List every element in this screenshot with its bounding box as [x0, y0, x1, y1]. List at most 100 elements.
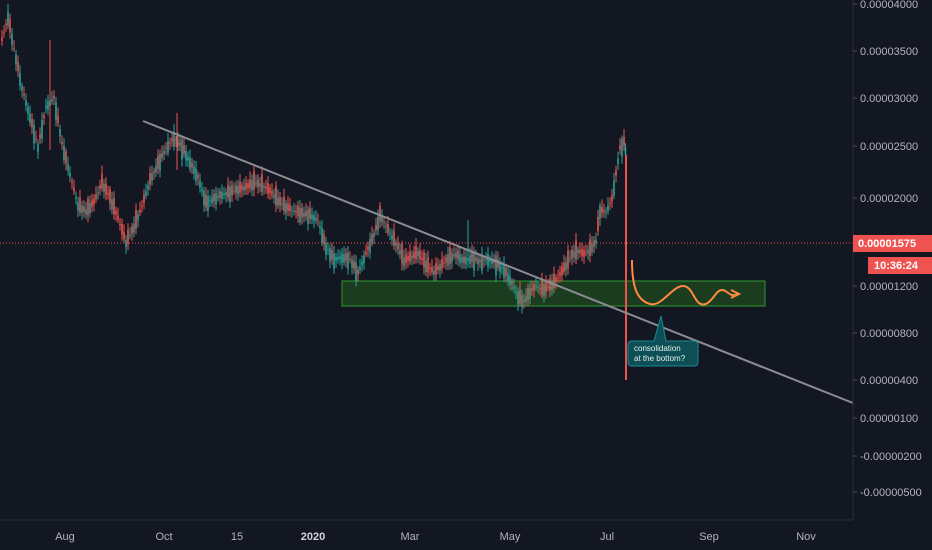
- candle-body: [239, 182, 241, 194]
- candle-body: [259, 183, 261, 187]
- candle-body: [113, 198, 115, 215]
- candle-body: [455, 252, 457, 258]
- candle-body: [69, 172, 71, 177]
- candle-body: [13, 48, 15, 50]
- price-axis[interactable]: 0.00004000 0.00003500 0.00003000 0.00002500…: [853, 0, 922, 499]
- candle-body: [597, 217, 599, 232]
- candle-body: [389, 232, 391, 234]
- candle-body: [79, 197, 81, 213]
- candle-body: [309, 208, 311, 219]
- candle-body: [497, 259, 499, 268]
- candle-body: [505, 267, 507, 276]
- price-tick-label: 0.00000100: [860, 413, 918, 425]
- candle-body: [405, 254, 407, 264]
- candle-body: [123, 232, 125, 240]
- candle-body: [387, 223, 389, 234]
- candle-body: [7, 11, 9, 26]
- candle-body: [143, 194, 145, 203]
- candle-body: [11, 33, 13, 45]
- time-axis[interactable]: Aug Oct 15 2020 Mar May Jul Sep Nov: [55, 531, 816, 543]
- candle-body: [327, 249, 329, 251]
- candle-body: [83, 206, 85, 212]
- candle-body: [553, 273, 555, 289]
- candle-body: [381, 216, 383, 223]
- candle-body: [29, 113, 31, 123]
- projection-path[interactable]: [631, 259, 739, 306]
- candle-body: [35, 138, 37, 140]
- price-tick-label: 0.00002500: [860, 141, 918, 153]
- candle-body: [207, 196, 209, 211]
- candle-body: [39, 134, 41, 139]
- candle-body: [187, 156, 189, 161]
- candle-body: [465, 257, 467, 265]
- countdown-badge: 10:36:24: [868, 257, 932, 274]
- candle-body: [535, 285, 537, 287]
- time-tick-label: May: [500, 531, 521, 543]
- candle-body: [37, 143, 39, 153]
- candle-body: [295, 210, 297, 213]
- candle-body: [407, 256, 409, 261]
- candle-body: [55, 102, 57, 121]
- candle-body: [417, 251, 419, 257]
- candle-body: [307, 209, 309, 224]
- candle-body: [291, 209, 293, 211]
- candle-body: [503, 264, 505, 278]
- candle-body: [487, 254, 489, 267]
- candle-body: [569, 258, 571, 260]
- candle-body: [485, 259, 487, 261]
- price-tick-label: 0.00003000: [860, 93, 918, 105]
- candle-body: [297, 206, 299, 217]
- candle-body: [413, 251, 415, 258]
- annotation-callout[interactable]: consolidation at the bottom?: [627, 315, 699, 367]
- candle-body: [337, 256, 339, 260]
- candle-body: [185, 150, 187, 161]
- candle-body: [551, 280, 553, 291]
- candle-body: [101, 173, 103, 189]
- time-tick-label: 15: [231, 531, 243, 543]
- candle-body: [317, 219, 319, 221]
- candle-body: [149, 172, 151, 185]
- candle-body: [261, 174, 263, 192]
- candle-body: [201, 188, 203, 192]
- candle-body: [489, 258, 491, 262]
- candle-body: [315, 217, 317, 221]
- candle-body: [145, 191, 147, 196]
- candle-body: [105, 183, 107, 195]
- candle-body: [415, 245, 417, 260]
- candle-body: [51, 99, 53, 102]
- current-price-value: 0.00001575: [858, 238, 916, 250]
- candle-body: [255, 182, 257, 185]
- candle-body: [579, 250, 581, 254]
- candle-body: [41, 119, 43, 139]
- candle-body: [411, 255, 413, 259]
- candle-body: [325, 243, 327, 255]
- candle-body: [263, 185, 265, 188]
- candle-body: [501, 267, 503, 269]
- trendline[interactable]: [142, 120, 854, 404]
- candle-body: [571, 249, 573, 259]
- candle-body: [421, 257, 423, 260]
- candle-body: [161, 153, 163, 158]
- candle-body: [311, 214, 313, 220]
- candle-body: [357, 269, 359, 275]
- candle-body: [199, 180, 201, 188]
- candle-body: [363, 255, 365, 264]
- price-tick-label: -0.00000200: [860, 451, 922, 463]
- candle-body: [229, 186, 231, 202]
- candle-body: [241, 185, 243, 191]
- candle-body: [219, 191, 221, 198]
- candle-body: [585, 252, 587, 254]
- candle-body: [221, 191, 223, 199]
- time-tick-label: Nov: [796, 531, 816, 543]
- candle-body: [575, 240, 577, 260]
- candle-body: [151, 173, 153, 182]
- candle-body: [395, 242, 397, 246]
- candle-body: [213, 194, 215, 201]
- candle-body: [293, 210, 295, 212]
- candle-body: [223, 193, 225, 195]
- candle-body: [177, 139, 179, 147]
- candle-body: [281, 203, 283, 205]
- candle-body: [329, 248, 331, 262]
